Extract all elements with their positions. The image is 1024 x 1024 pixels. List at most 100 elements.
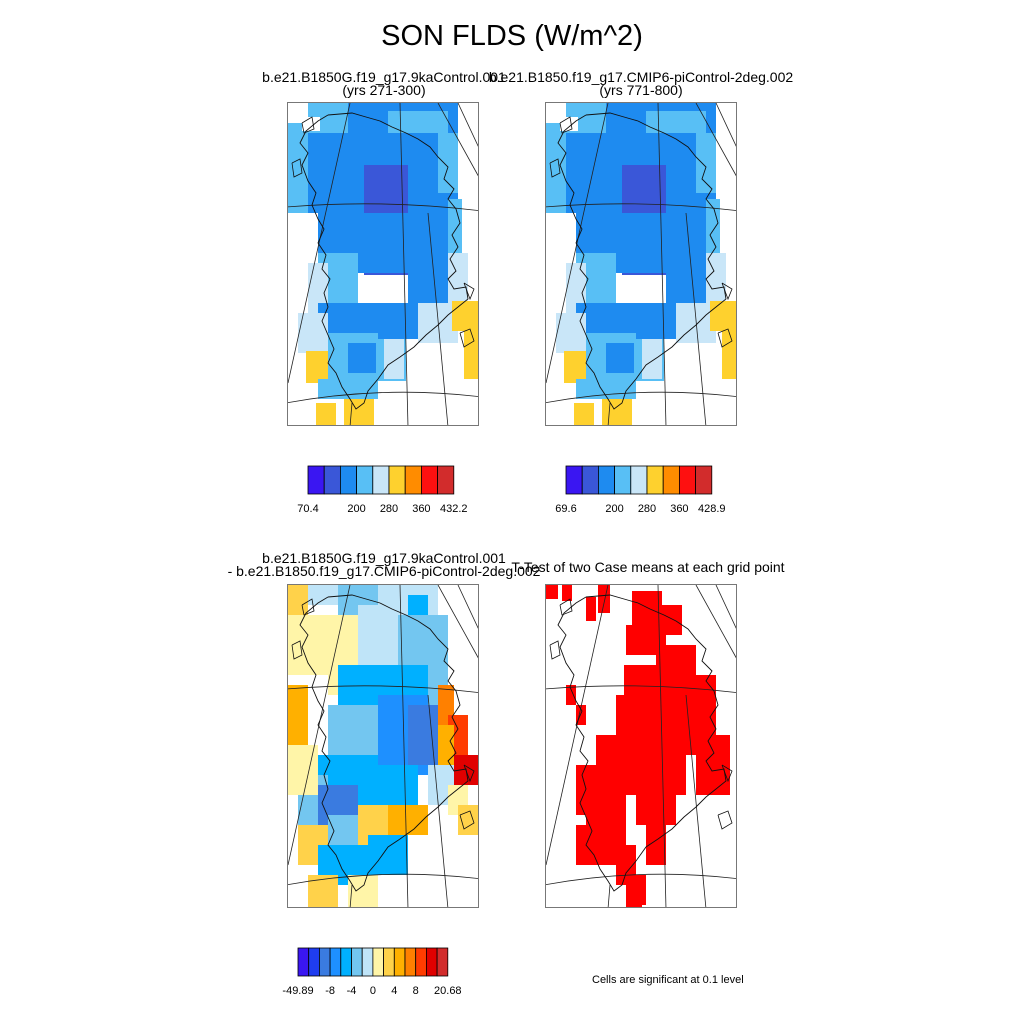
colorbar-swatch	[329, 947, 342, 977]
significant-cell	[576, 705, 586, 725]
island-outline	[721, 764, 733, 783]
grid-cell	[308, 263, 328, 313]
colorbar-swatch	[307, 465, 325, 495]
significant-cell	[626, 885, 642, 907]
panel2-title: b.e21.B1850.f19_g17.CMIP6-piControl-2deg…	[488, 69, 794, 85]
grid-cell	[706, 199, 720, 265]
gap-cell	[560, 117, 578, 131]
grid-cell	[308, 585, 338, 605]
island-outline	[291, 158, 303, 178]
grid-cell	[288, 685, 308, 745]
colorbar-swatch	[597, 465, 615, 495]
map-gridlines	[546, 585, 736, 907]
grid-cell	[308, 875, 338, 907]
significant-cell	[546, 585, 558, 599]
colorbar-tick-label: 280	[638, 503, 656, 515]
colorbar-tick-label: 200	[605, 503, 623, 515]
grid-cell	[368, 835, 408, 875]
panel3-title: b.e21.B1850G.f19_g17.9kaControl.001	[262, 550, 506, 566]
panel2-subtitle: (yrs 771-800)	[599, 82, 683, 98]
colorbar-tick-label: 8	[413, 985, 419, 997]
significant-cell	[586, 597, 596, 621]
colorbar-tick-label: 360	[670, 503, 688, 515]
island-outline	[559, 116, 573, 134]
colorbar-swatch	[565, 465, 583, 495]
significant-cell	[662, 605, 682, 635]
colorbar-swatch	[436, 947, 449, 977]
island-outline	[549, 640, 561, 660]
colorbar-tick-label: -4	[347, 985, 357, 997]
significant-cell	[656, 795, 676, 825]
grid-cell	[602, 399, 632, 425]
grid-cell	[642, 339, 662, 379]
colorbar-swatch	[351, 947, 363, 977]
panel1-title: b.e21.B1850G.f19_g17.9kaControl.001	[262, 69, 506, 85]
colorbar-swatch	[383, 947, 395, 977]
map-gridlines	[288, 103, 478, 425]
colorbar-swatch	[339, 465, 357, 495]
map-panel-ttest	[545, 584, 737, 908]
island-outline	[717, 810, 733, 830]
colorbar-swatch	[356, 465, 374, 495]
grid-cell	[318, 379, 378, 399]
significant-cell	[566, 685, 576, 705]
map-gridlines	[288, 585, 478, 907]
significant-cell	[598, 585, 610, 613]
significant-cell	[562, 585, 572, 601]
colorbar-swatch	[662, 465, 680, 495]
colorbar-tick-label: 70.4	[297, 503, 318, 515]
colorbar-tick-label: -8	[325, 985, 335, 997]
colorbar-swatch	[361, 947, 374, 977]
significant-cell	[632, 591, 662, 631]
significant-cell	[616, 695, 686, 795]
grid-cell	[464, 353, 478, 379]
island-outline	[301, 116, 315, 134]
colorbar-swatch	[393, 947, 406, 977]
colorbar-tick-label: 20.68	[434, 985, 462, 997]
panel4-title: T-Test of two Case means at each grid po…	[511, 559, 785, 575]
colorbar-tick-label: 432.2	[440, 503, 468, 515]
colorbar-tick-label: 428.9	[698, 503, 726, 515]
grid-cell	[606, 343, 636, 373]
grid-cell	[458, 805, 478, 835]
grid-cell	[388, 805, 428, 835]
significance-note: Cells are significant at 0.1 level	[592, 974, 744, 986]
grid-cell	[288, 585, 308, 615]
colorbar-swatch	[420, 465, 438, 495]
colorbar-swatch	[581, 465, 599, 495]
colorbar-tick-label: 69.6	[555, 503, 576, 515]
colorbar-swatch	[614, 465, 632, 495]
grid-cell	[408, 705, 438, 765]
colorbar-swatch	[646, 465, 664, 495]
grid-cell	[574, 403, 594, 425]
colorbar-swatch	[297, 947, 310, 977]
map-panel-case2	[545, 102, 737, 426]
significant-cell	[716, 765, 730, 795]
grid-cell	[566, 263, 586, 313]
grid-cell	[636, 303, 676, 339]
colorbar-swatch	[323, 465, 341, 495]
greenland-coastline	[299, 112, 469, 410]
colorbar-swatch	[437, 465, 455, 495]
grid-cell	[306, 351, 328, 383]
grid-cell	[564, 351, 586, 383]
map-panel-case1	[287, 102, 479, 426]
colorbar-swatch	[415, 947, 427, 977]
colorbar-tick-label: 200	[347, 503, 365, 515]
panel1-subtitle: (yrs 271-300)	[342, 82, 426, 98]
gap-cell	[302, 117, 320, 131]
colorbar-tick-label: 360	[412, 503, 430, 515]
grid-cell	[348, 875, 378, 907]
island-outline	[459, 328, 475, 348]
panel3-subtitle: - b.e21.B1850.f19_g17.CMIP6-piControl-2d…	[227, 563, 541, 579]
grid-cell	[448, 199, 462, 265]
grid-cell	[722, 325, 736, 355]
island-outline	[559, 598, 573, 616]
island-outline	[291, 640, 303, 660]
colorbar-swatch	[695, 465, 713, 495]
grid-cell	[378, 765, 418, 805]
greenland-coastline	[557, 112, 727, 410]
colorbar-swatch	[372, 465, 390, 495]
colorbar-swatch	[425, 947, 438, 977]
grid-cell	[344, 399, 374, 425]
